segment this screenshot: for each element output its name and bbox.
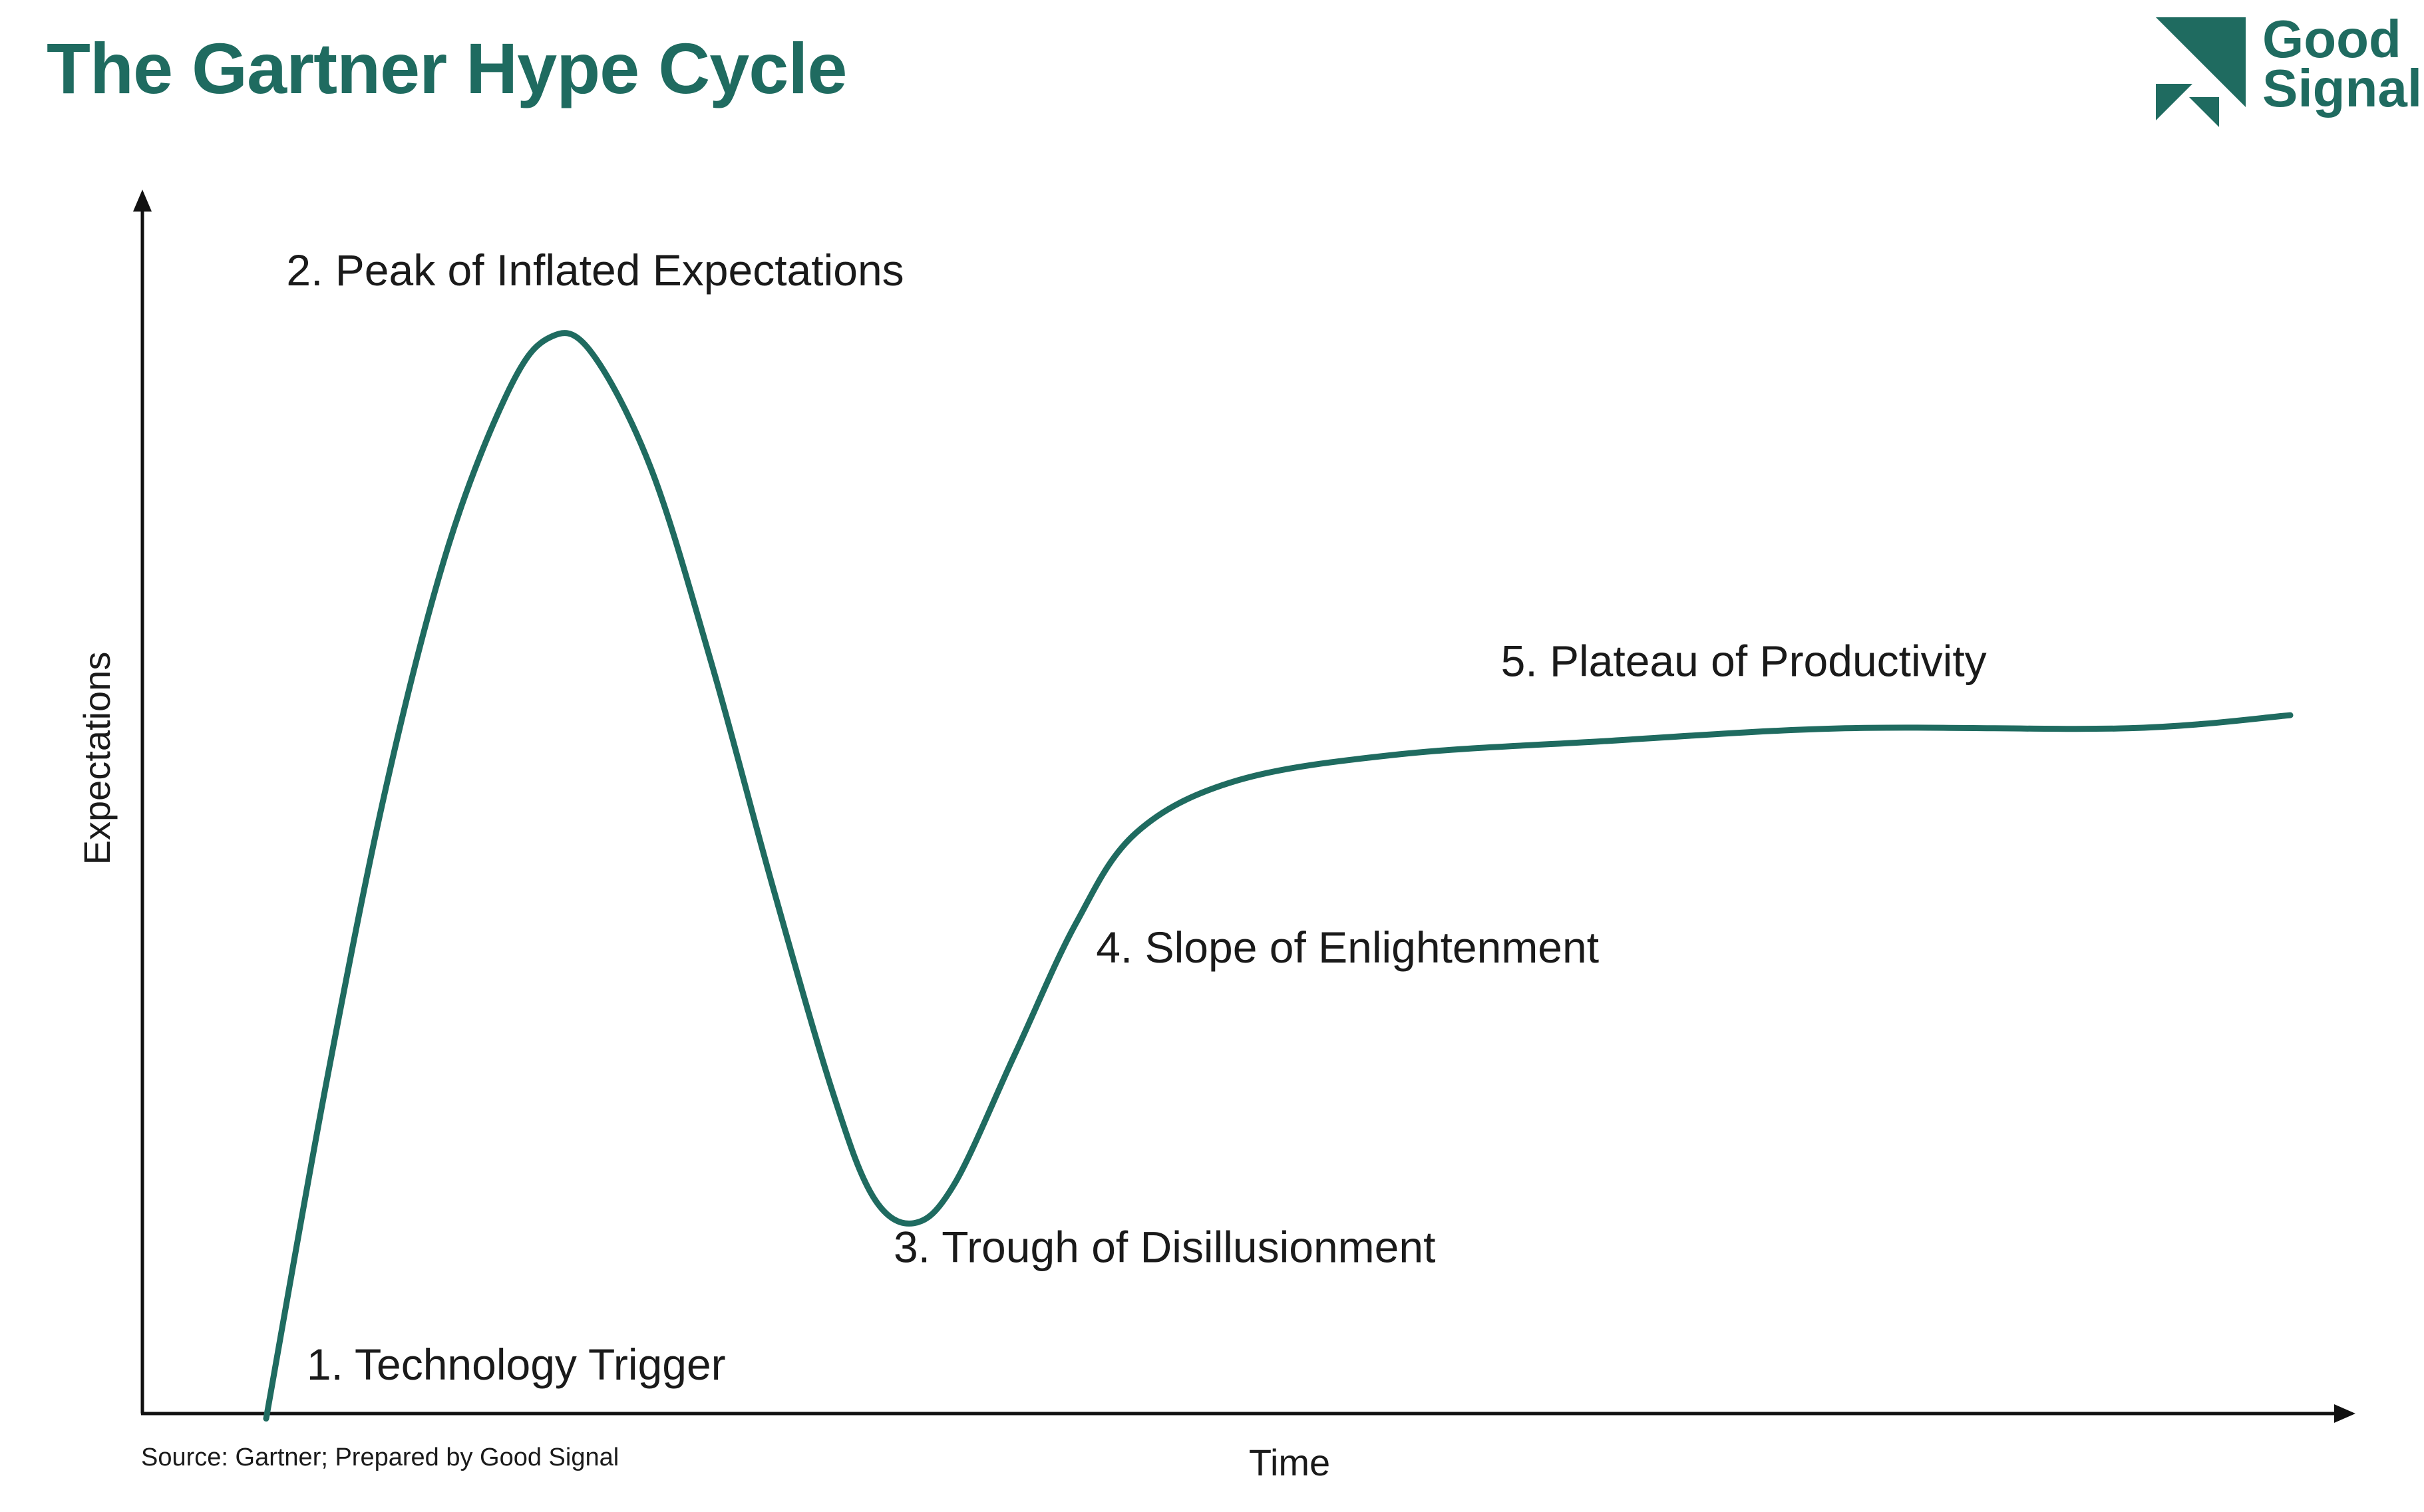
phase-label-3: 3. Trough of Disillusionment <box>894 1223 1435 1272</box>
logo-line-2: Signal <box>2262 59 2423 118</box>
x-axis-label: Time <box>1249 1441 1330 1483</box>
brand-logo: Good Signal <box>2156 9 2423 128</box>
logo-line-1: Good <box>2262 9 2401 69</box>
phase-label-2: 2. Peak of Inflated Expectations <box>286 245 904 295</box>
hype-cycle-curve <box>263 330 2294 1422</box>
y-axis-label: Expectations <box>76 652 118 865</box>
phase-labels: 1. Technology Trigger 2. Peak of Inflated… <box>286 245 1986 1389</box>
phase-label-4: 4. Slope of Enlightenment <box>1096 923 1599 972</box>
source-note: Source: Gartner; Prepared by Good Signal <box>141 1443 619 1471</box>
y-axis-arrow <box>133 190 152 212</box>
good-signal-logo-icon <box>2156 17 2246 127</box>
page-title: The Gartner Hype Cycle <box>47 28 847 108</box>
phase-label-1: 1. Technology Trigger <box>307 1340 726 1389</box>
logo-wordmark: Good Signal <box>2262 9 2423 118</box>
x-axis-arrow <box>2334 1404 2355 1423</box>
phase-label-5: 5. Plateau of Productivity <box>1501 636 1987 685</box>
